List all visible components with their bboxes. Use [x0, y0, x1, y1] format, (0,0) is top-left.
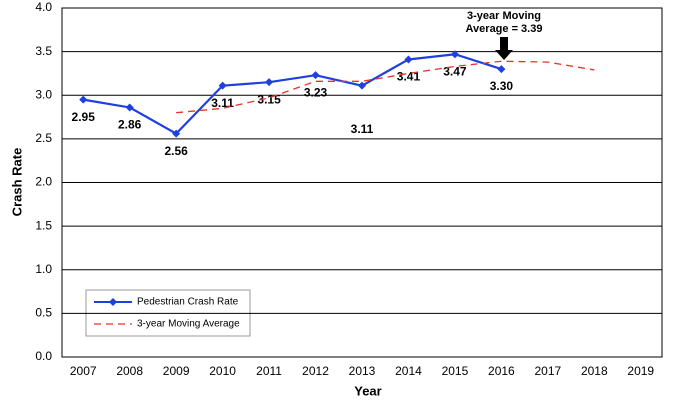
x-tick-label: 2012	[302, 364, 329, 378]
y-tick-label: 0.0	[35, 349, 52, 363]
point-marker	[125, 103, 134, 112]
legend-label: 3-year Moving Average	[137, 319, 240, 330]
y-tick-label: 3.0	[35, 87, 52, 101]
point-marker	[311, 71, 320, 80]
legend-marker	[109, 298, 117, 306]
annotation: 3-year Moving	[467, 10, 541, 22]
y-tick-label: 3.5	[35, 44, 52, 58]
x-tick-label: 2018	[581, 364, 608, 378]
data-label: 2.86	[118, 118, 142, 132]
x-tick-label: 2011	[256, 364, 282, 378]
legend-label: Pedestrian Crash Rate	[137, 297, 239, 308]
series-line	[176, 60, 595, 114]
point-marker	[404, 55, 413, 64]
data-label: 2.56	[164, 144, 188, 158]
y-tick-label: 0.5	[35, 306, 52, 320]
data-label: 3.30	[490, 79, 514, 93]
y-axis-title: Crash Rate	[9, 148, 24, 217]
point-marker	[358, 81, 366, 90]
y-tick-label: 2.0	[35, 175, 52, 189]
data-label: 3.11	[211, 96, 234, 110]
x-tick-label: 2008	[116, 364, 143, 378]
data-label: 2.95	[72, 110, 96, 124]
y-tick-label: 1.0	[35, 262, 52, 276]
data-label: 3.11	[351, 122, 374, 136]
point-marker	[265, 78, 274, 87]
data-label: 3.23	[304, 85, 328, 99]
y-tick-label: 2.5	[35, 131, 52, 145]
x-tick-label: 2014	[395, 364, 422, 378]
annotation: Average = 3.39	[466, 23, 543, 35]
x-tick-label: 2013	[349, 364, 376, 378]
point-marker	[450, 50, 459, 59]
point-marker	[497, 65, 506, 74]
data-label: 3.47	[443, 64, 467, 78]
x-axis-title: Year	[354, 383, 381, 398]
x-tick-label: 2016	[488, 364, 515, 378]
annotation-arrow	[495, 37, 513, 60]
point-marker	[79, 95, 88, 104]
point-marker	[218, 81, 227, 90]
x-tick-label: 2019	[627, 364, 654, 378]
x-tick-label: 2007	[70, 364, 97, 378]
y-tick-label: 4.0	[35, 0, 52, 14]
y-tick-label: 1.5	[35, 218, 52, 232]
x-tick-label: 2015	[442, 364, 469, 378]
x-tick-label: 2009	[163, 364, 190, 378]
series-line	[83, 53, 502, 136]
x-tick-label: 2017	[534, 364, 561, 378]
x-tick-label: 2010	[209, 364, 236, 378]
point-marker	[172, 129, 181, 138]
